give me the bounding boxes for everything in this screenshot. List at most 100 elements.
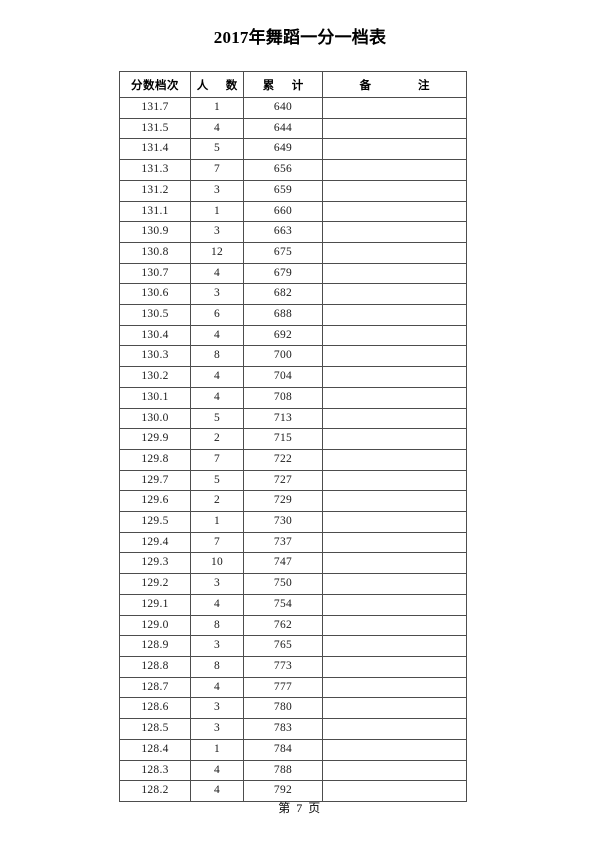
cell-count: 12: [190, 241, 244, 264]
cell-note: [322, 200, 467, 223]
cell-note: [322, 531, 467, 554]
cell-score: 130.5: [119, 304, 191, 326]
cell-score: 128.2: [119, 780, 191, 802]
cell-score: 130.6: [119, 283, 191, 306]
cell-note: [322, 635, 467, 657]
table-row: 130.9 3 663: [119, 221, 467, 243]
cell-note: [322, 738, 467, 761]
cell-cumulative: 649: [243, 138, 323, 161]
table-row: 129.6 2 729: [119, 490, 467, 513]
cell-cumulative: 773: [243, 655, 323, 678]
score-distribution-table: 分数档次 人 数 累 计 备 注 131.7 1 640 131.5 4 644 131.4…: [119, 71, 467, 802]
cell-count: 8: [190, 345, 244, 368]
cell-score: 131.1: [119, 200, 191, 223]
column-header-score-label: 分数档次: [131, 79, 179, 92]
column-header-cumulative: 累 计: [243, 71, 323, 98]
cell-note: [322, 97, 467, 119]
cell-note: [322, 366, 467, 388]
table-row: 131.7 1 640: [119, 97, 467, 119]
table-row: 129.0 8 762: [119, 614, 467, 637]
table-row: 128.3 4 788: [119, 759, 467, 782]
table-row: 130.1 4 708: [119, 386, 467, 409]
cell-score: 129.9: [119, 428, 191, 450]
cell-count: 1: [190, 200, 244, 223]
table-row: 128.9 3 765: [119, 635, 467, 657]
cell-score: 128.6: [119, 697, 191, 720]
cell-count: 3: [190, 179, 244, 202]
cell-cumulative: 750: [243, 573, 323, 595]
table-row: 128.8 8 773: [119, 655, 467, 678]
table-row: 130.8 12 675: [119, 241, 467, 264]
table-row: 129.2 3 750: [119, 573, 467, 595]
cell-cumulative: 747: [243, 552, 323, 575]
table-row: 130.2 4 704: [119, 366, 467, 388]
table-row: 128.2 4 792: [119, 780, 467, 802]
cell-cumulative: 780: [243, 697, 323, 720]
cell-score: 129.3: [119, 552, 191, 575]
cell-count: 5: [190, 138, 244, 161]
column-header-count-label: 人 数: [196, 79, 241, 92]
cell-note: [322, 697, 467, 720]
cell-score: 130.1: [119, 386, 191, 409]
cell-count: 3: [190, 718, 244, 740]
table-row: 129.3 10 747: [119, 552, 467, 575]
cell-note: [322, 345, 467, 368]
cell-note: [322, 386, 467, 409]
cell-cumulative: 700: [243, 345, 323, 368]
cell-note: [322, 428, 467, 450]
cell-cumulative: 688: [243, 304, 323, 326]
cell-note: [322, 511, 467, 533]
cell-score: 130.7: [119, 262, 191, 285]
cell-score: 129.6: [119, 490, 191, 513]
page-title: 2017年舞蹈一分一档表: [213, 28, 387, 47]
cell-note: [322, 552, 467, 575]
cell-score: 129.2: [119, 573, 191, 595]
cell-score: 131.7: [119, 97, 191, 119]
table-row: 128.7 4 777: [119, 676, 467, 699]
cell-score: 129.1: [119, 593, 191, 616]
table-row: 128.5 3 783: [119, 718, 467, 740]
table-row: 129.5 1 730: [119, 511, 467, 533]
cell-score: 128.7: [119, 676, 191, 699]
cell-note: [322, 490, 467, 513]
cell-note: [322, 241, 467, 264]
cell-count: 10: [190, 552, 244, 575]
cell-note: [322, 221, 467, 243]
cell-score: 128.8: [119, 655, 191, 678]
cell-cumulative: 730: [243, 511, 323, 533]
cell-note: [322, 780, 467, 802]
cell-cumulative: 792: [243, 780, 323, 802]
cell-score: 130.4: [119, 324, 191, 347]
cell-count: 4: [190, 117, 244, 140]
table-body: 131.7 1 640 131.5 4 644 131.4 5 649 131.3 7 656 131.…: [119, 97, 467, 802]
cell-count: 4: [190, 324, 244, 347]
cell-count: 7: [190, 448, 244, 471]
cell-count: 1: [190, 511, 244, 533]
cell-count: 4: [190, 593, 244, 616]
cell-cumulative: 660: [243, 200, 323, 223]
cell-score: 129.8: [119, 448, 191, 471]
cell-note: [322, 117, 467, 140]
table-row: 129.7 5 727: [119, 469, 467, 492]
cell-note: [322, 179, 467, 202]
column-header-count: 人 数: [190, 71, 244, 98]
cell-note: [322, 676, 467, 699]
cell-score: 130.3: [119, 345, 191, 368]
cell-count: 4: [190, 386, 244, 409]
cell-cumulative: 659: [243, 179, 323, 202]
table-row: 131.1 1 660: [119, 200, 467, 223]
cell-cumulative: 783: [243, 718, 323, 740]
table-header: 分数档次 人 数 累 计 备 注: [119, 71, 467, 98]
cell-note: [322, 304, 467, 326]
cell-score: 130.2: [119, 366, 191, 388]
cell-count: 2: [190, 428, 244, 450]
cell-score: 129.7: [119, 469, 191, 492]
cell-count: 3: [190, 697, 244, 720]
table-row: 131.4 5 649: [119, 138, 467, 161]
cell-score: 131.5: [119, 117, 191, 140]
cell-note: [322, 159, 467, 181]
table-row: 129.9 2 715: [119, 428, 467, 450]
cell-cumulative: 722: [243, 448, 323, 471]
cell-cumulative: 644: [243, 117, 323, 140]
cell-note: [322, 655, 467, 678]
